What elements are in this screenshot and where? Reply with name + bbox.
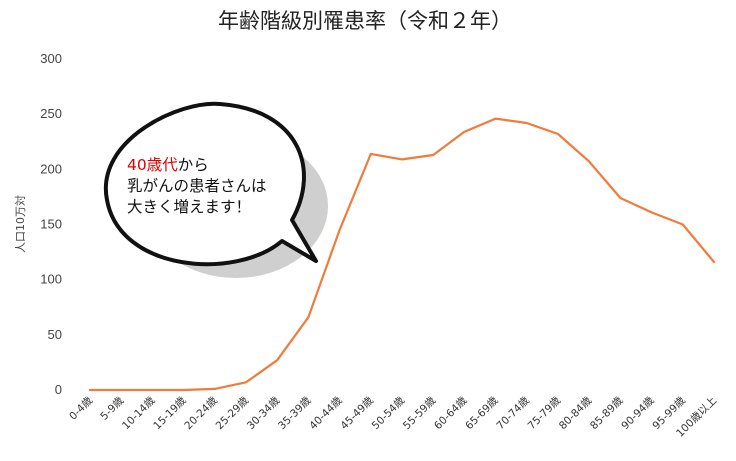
x-tick-label: 15-19歳 (151, 394, 189, 432)
y-tick-label: 0 (55, 382, 62, 397)
bubble-text-line-3: 大きく増えます！ (127, 198, 251, 216)
x-tick-label: 5-9歳 (98, 394, 126, 422)
y-axis: 0 50 100 150 200 250 300 (40, 51, 62, 397)
x-tick-label: 80-84歳 (557, 394, 595, 432)
bubble-text-line-1-rest: から (178, 156, 209, 174)
x-tick-label: 20-24歳 (182, 394, 220, 432)
x-tick-label: 85-89歳 (588, 394, 626, 432)
x-tick-label: 35-39歳 (276, 394, 314, 432)
series-group (88, 117, 716, 392)
x-tick-label: 25-29歳 (214, 394, 252, 432)
y-axis-label: 人口10万対 (13, 195, 27, 253)
chart-title: 年齢階級別罹患率（令和２年） (218, 9, 512, 33)
y-tick-label: 200 (40, 161, 62, 176)
x-tick-label: 65-69歳 (463, 394, 501, 432)
y-tick-label: 150 (40, 217, 62, 232)
y-tick-label: 300 (40, 51, 62, 66)
bubble-text-line-2: 乳がんの患者さんは (127, 177, 267, 195)
bubble-text-line-1: 40歳代から (127, 156, 209, 174)
x-tick-label: 55-59歳 (401, 394, 439, 432)
x-tick-label: 40-44歳 (307, 394, 345, 432)
x-tick-label: 30-34歳 (245, 394, 283, 432)
x-tick-label: 70-74歳 (494, 394, 532, 432)
y-tick-label: 100 (40, 272, 62, 287)
bubble-outline (103, 101, 318, 267)
x-tick-label: 0-4歳 (67, 394, 95, 422)
y-tick-label: 250 (40, 106, 62, 121)
bubble-highlight: 40歳代 (127, 156, 178, 174)
x-axis: 0-4歳 5-9歳10-14歳15-19歳20-24歳25-29歳30-34歳35… (67, 394, 719, 439)
x-tick-label: 60-64歳 (432, 394, 470, 432)
y-tick-label: 50 (48, 327, 62, 342)
x-tick-label: 10-14歳 (120, 394, 158, 432)
speech-bubble: 40歳代から 乳がんの患者さんは 大きく増えます！ (103, 101, 328, 278)
x-tick-label: 90-94歳 (619, 394, 657, 432)
x-tick-label: 50-54歳 (370, 394, 408, 432)
x-tick-label: 45-49歳 (338, 394, 376, 432)
x-tick-label: 75-79歳 (526, 394, 564, 432)
